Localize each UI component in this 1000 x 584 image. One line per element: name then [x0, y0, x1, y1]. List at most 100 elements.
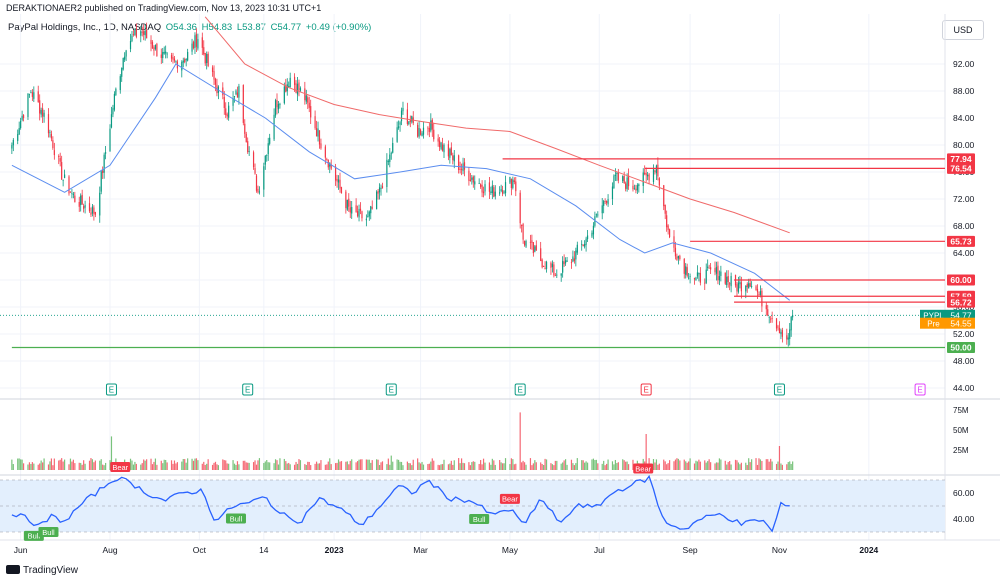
- volume-bar: [154, 458, 157, 470]
- candle-body: [52, 140, 54, 149]
- volume-bar: [534, 460, 536, 470]
- candle-body: [755, 286, 757, 291]
- symbol-name[interactable]: PayPal Holdings, Inc., 1D, NASDAQ: [8, 22, 162, 33]
- level-price-tag: [947, 342, 975, 353]
- candle-body: [718, 276, 721, 281]
- candle-body: [336, 178, 338, 182]
- candle-body: [191, 43, 193, 52]
- volume-bar: [540, 462, 542, 470]
- candle-body: [484, 184, 486, 192]
- candle-body: [298, 82, 300, 91]
- volume-axis-label: 25M: [953, 446, 969, 455]
- level-price-tag: [947, 296, 975, 308]
- candle-body: [43, 112, 45, 117]
- candle-body: [390, 153, 392, 155]
- volume-bar: [523, 462, 526, 470]
- price-value-tag: [947, 309, 975, 321]
- volume-bar: [69, 458, 72, 470]
- earnings-marker: [640, 383, 652, 396]
- volume-bar: [427, 464, 429, 470]
- candle-body: [211, 67, 214, 72]
- tradingview-logo-icon: [6, 565, 20, 574]
- currency-button[interactable]: USD: [942, 20, 984, 40]
- time-axis-label: Jul: [594, 545, 605, 555]
- candle-body: [686, 267, 688, 276]
- volume-bar: [677, 458, 679, 470]
- volume-bar: [78, 462, 80, 470]
- candle-body: [356, 211, 359, 216]
- volume-bar: [335, 463, 337, 470]
- candle-body: [269, 137, 271, 144]
- candle-body: [745, 285, 747, 292]
- candle-body: [450, 147, 452, 156]
- volume-bar: [626, 461, 628, 470]
- candle-body: [739, 281, 741, 285]
- candle-body: [715, 267, 718, 274]
- volume-bar: [134, 461, 136, 470]
- earnings-marker: [773, 383, 785, 396]
- candle-body: [553, 264, 555, 276]
- candle-body: [447, 144, 449, 157]
- volume-bar: [780, 463, 782, 470]
- candle-body: [18, 128, 20, 135]
- volume-bar: [604, 465, 606, 470]
- earnings-marker: [105, 383, 117, 396]
- candle-body: [491, 185, 493, 194]
- candle-body: [129, 41, 132, 50]
- candle-body: [203, 47, 205, 55]
- candle-body: [534, 246, 536, 252]
- volume-bar: [42, 462, 44, 470]
- volume-bar: [176, 462, 178, 470]
- volume-bar: [27, 464, 29, 470]
- candle-body: [463, 162, 466, 170]
- signal-label: Bull: [473, 515, 486, 524]
- candle-body: [478, 183, 480, 184]
- candle-body: [105, 152, 107, 154]
- candle-body: [223, 96, 225, 108]
- candle-body: [197, 39, 199, 49]
- candle-body: [320, 143, 322, 149]
- candle-body: [11, 145, 13, 149]
- volume-bar: [170, 460, 173, 470]
- price-flag-label: Pre: [927, 319, 940, 328]
- volume-bar: [214, 461, 217, 470]
- candle-body: [768, 316, 770, 318]
- volume-bar: [84, 463, 86, 470]
- volume-bar: [673, 461, 675, 470]
- volume-bar: [472, 461, 474, 470]
- candle-body: [12, 139, 14, 146]
- volume-bar: [409, 463, 411, 470]
- candle-body: [296, 83, 299, 95]
- candle-body: [648, 174, 650, 181]
- signal-label: Bull: [230, 514, 243, 523]
- volume-bar: [657, 464, 659, 470]
- volume-bars: [11, 412, 794, 470]
- volume-bar: [778, 446, 781, 470]
- volume-bar: [310, 465, 312, 470]
- volume-bar: [376, 459, 378, 470]
- candle-body: [667, 225, 669, 230]
- candle-body: [90, 212, 92, 215]
- volume-bar: [235, 464, 237, 470]
- volume-bar: [91, 459, 94, 470]
- volume-bar: [172, 463, 174, 470]
- candle-body: [595, 214, 597, 216]
- candle-body: [633, 188, 636, 190]
- volume-bar: [627, 464, 630, 470]
- volume-bar: [745, 462, 747, 470]
- ohlc-change: +0.49 (+0.90%): [305, 22, 372, 33]
- volume-bar: [315, 461, 318, 470]
- level-price-tag: [947, 235, 975, 247]
- candle-body: [781, 330, 783, 337]
- candle-body: [437, 138, 439, 142]
- volume-bar: [652, 459, 655, 470]
- candle-body: [504, 182, 507, 194]
- candle-body: [597, 214, 599, 216]
- volume-bar: [563, 460, 565, 470]
- candle-body: [786, 335, 788, 340]
- volume-bar: [664, 461, 666, 470]
- candle-body: [440, 142, 442, 149]
- candle-body: [736, 284, 738, 292]
- candle-body: [666, 215, 668, 228]
